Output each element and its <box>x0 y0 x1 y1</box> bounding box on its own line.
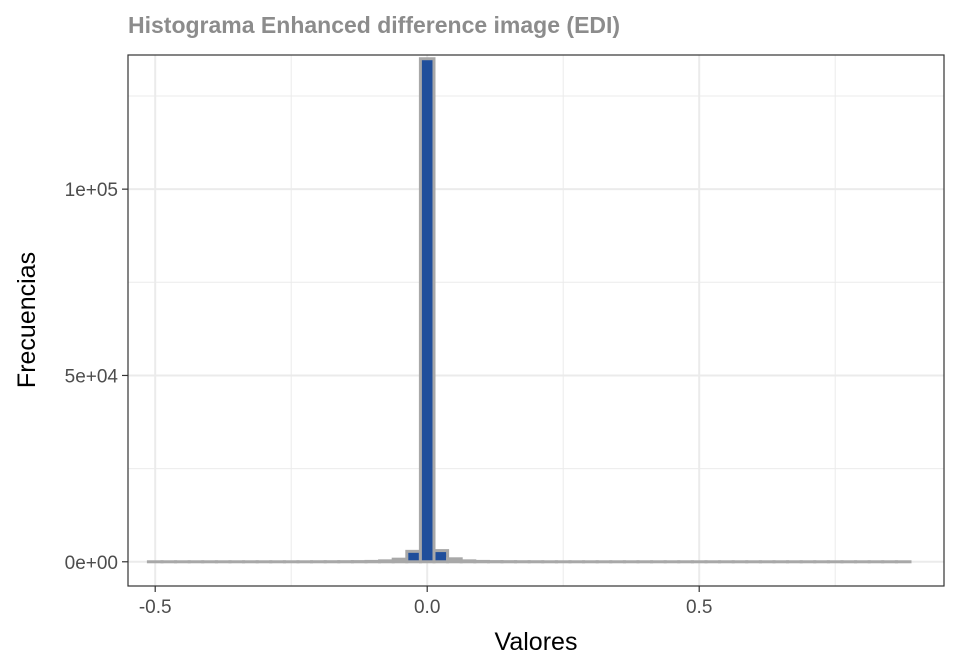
panel-border <box>127 54 945 587</box>
y-tick-label: 0e+00 <box>65 553 118 574</box>
histogram-bar <box>432 549 450 564</box>
histogram-bar <box>459 559 477 564</box>
histogram-bars <box>146 57 912 564</box>
chart-title: Histograma Enhanced difference image (ED… <box>128 12 620 38</box>
y-axis: 0e+00 5e+04 1e+05 <box>65 180 128 574</box>
y-tick-label: 5e+04 <box>65 366 119 387</box>
histogram-bar <box>405 549 422 564</box>
y-axis-title: Frecuencias <box>13 252 41 388</box>
plot-panel <box>128 55 944 586</box>
x-axis: -0.5 0.0 0.5 <box>139 586 712 618</box>
histogram-bar <box>391 557 409 564</box>
histogram-bar <box>446 557 463 564</box>
grid-lines <box>128 55 944 586</box>
x-tick-label: 0.5 <box>686 597 712 618</box>
y-tick-label: 1e+05 <box>65 180 118 201</box>
x-axis-title: Valores <box>495 628 578 656</box>
histogram-bar <box>418 57 436 564</box>
x-tick-label: 0.0 <box>414 597 440 618</box>
histogram-bar <box>378 559 395 564</box>
x-tick-label: -0.5 <box>139 597 172 618</box>
